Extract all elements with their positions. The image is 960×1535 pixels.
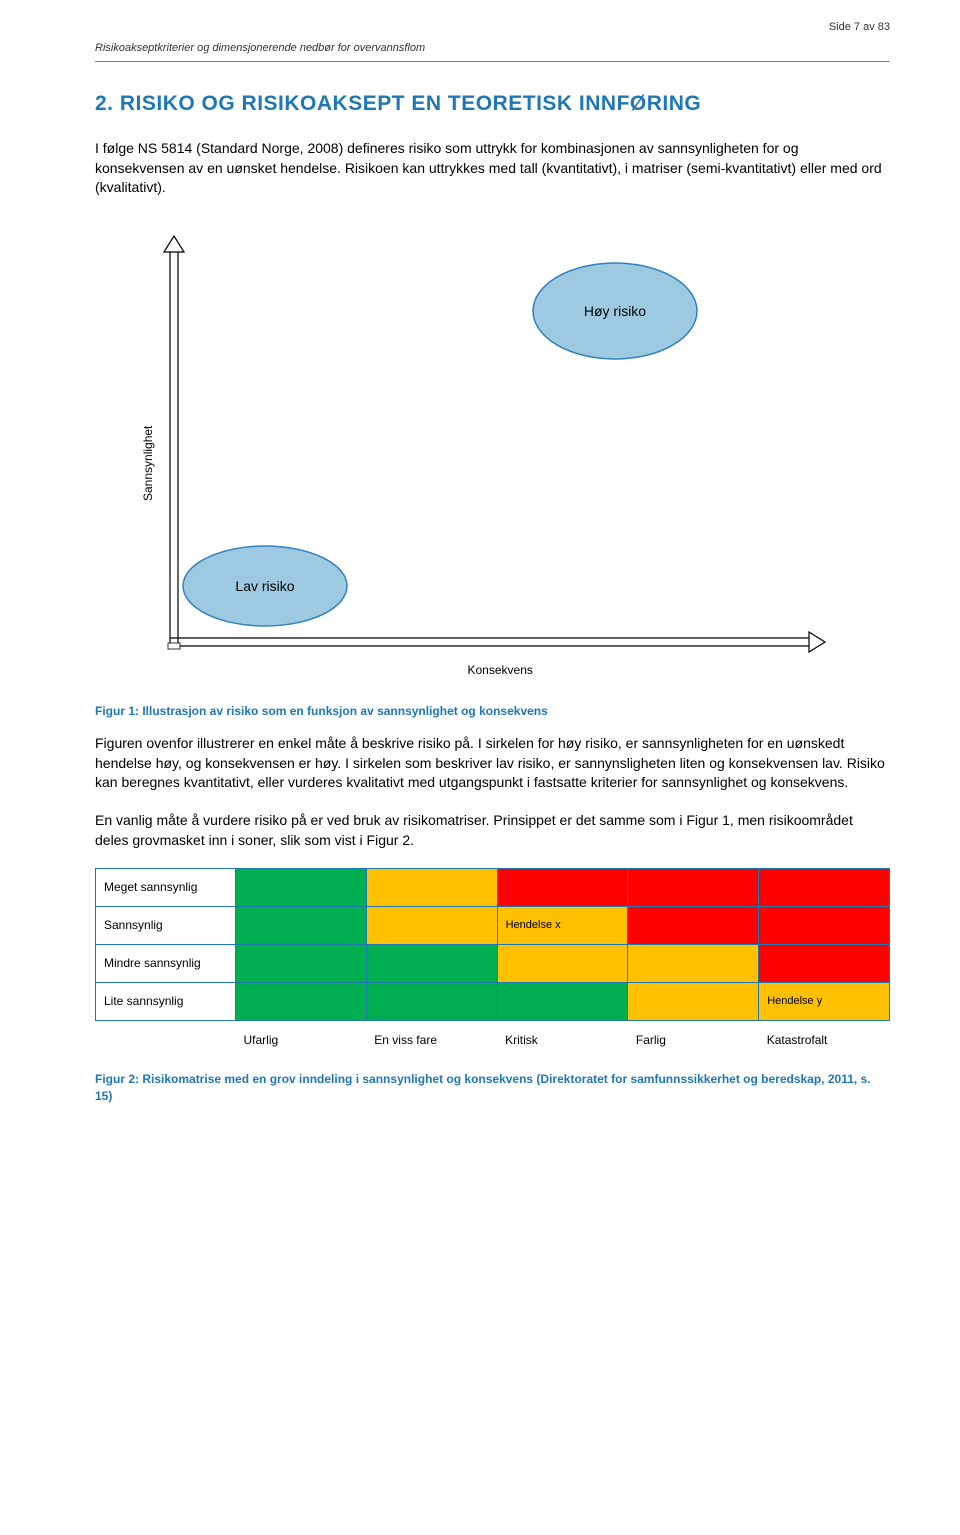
- matrix-col-label: Ufarlig: [236, 1021, 367, 1059]
- risk-ellipse-label-0: Høy risiko: [584, 303, 646, 319]
- y-axis-label: Sannsynlighet: [141, 425, 155, 501]
- matrix-row-label: Mindre sannsynlig: [96, 945, 236, 983]
- matrix-cell: [759, 907, 890, 945]
- matrix-cell: [759, 869, 890, 907]
- matrix-cell: Hendelse x: [497, 907, 628, 945]
- matrix-col-label: Kritisk: [497, 1021, 628, 1059]
- matrix-col-label: En viss fare: [366, 1021, 497, 1059]
- matrix-col-label: Farlig: [628, 1021, 759, 1059]
- matrix-cell: [236, 983, 367, 1021]
- matrix-cell: Hendelse y: [759, 983, 890, 1021]
- matrix-cell: [628, 907, 759, 945]
- page-number: Side 7 av 83: [829, 20, 890, 35]
- matrix-row-label: Sannsynlig: [96, 907, 236, 945]
- matrix-row-label: Lite sannsynlig: [96, 983, 236, 1021]
- paragraph-after-fig1-a: Figuren ovenfor illustrerer en enkel måt…: [95, 734, 890, 793]
- paragraph-after-fig1-b: En vanlig måte å vurdere risiko på er ve…: [95, 811, 890, 850]
- matrix-cell: [366, 907, 497, 945]
- matrix-cell: [366, 983, 497, 1021]
- figure-1: Sannsynlighet Konsekvens Høy risiko Lav ris…: [95, 216, 890, 692]
- matrix-cell: [628, 945, 759, 983]
- matrix-cell: [236, 907, 367, 945]
- figure-1-caption: Figur 1: Illustrasjon av risiko som en f…: [95, 703, 890, 720]
- matrix-row-label: Meget sannsynlig: [96, 869, 236, 907]
- running-header: Risikoakseptkriterier og dimensjonerende…: [95, 41, 890, 61]
- matrix-cell: [366, 945, 497, 983]
- intro-paragraph: I følge NS 5814 (Standard Norge, 2008) d…: [95, 139, 890, 198]
- matrix-col-label: Katastrofalt: [759, 1021, 890, 1059]
- risk-illustration-svg: Sannsynlighet Konsekvens Høy risiko Lav ris…: [95, 216, 855, 686]
- page-top-bar: Side 7 av 83: [95, 20, 890, 35]
- matrix-cell: [628, 983, 759, 1021]
- section-title-text: RISIKO OG RISIKOAKSEPT EN TEORETISK INNF…: [120, 92, 701, 115]
- matrix-cell: [497, 945, 628, 983]
- section-heading: 2. RISIKO OG RISIKOAKSEPT EN TEORETISK I…: [95, 90, 890, 117]
- section-number: 2.: [95, 92, 114, 115]
- matrix-cell: [759, 945, 890, 983]
- matrix-cell: [236, 945, 367, 983]
- figure-2-caption: Figur 2: Risikomatrise med en grov innde…: [95, 1071, 890, 1105]
- matrix-cell: [497, 869, 628, 907]
- x-axis-label: Konsekvens: [468, 663, 533, 677]
- matrix-cell: [497, 983, 628, 1021]
- figure-2: Meget sannsynligSannsynlig Hendelse x Mind…: [95, 868, 890, 1059]
- matrix-cell: [628, 869, 759, 907]
- risk-ellipse-label-1: Lav risiko: [235, 578, 294, 594]
- matrix-cell: [366, 869, 497, 907]
- risk-matrix-table: Meget sannsynligSannsynlig Hendelse x Mind…: [95, 868, 890, 1059]
- matrix-cell: [236, 869, 367, 907]
